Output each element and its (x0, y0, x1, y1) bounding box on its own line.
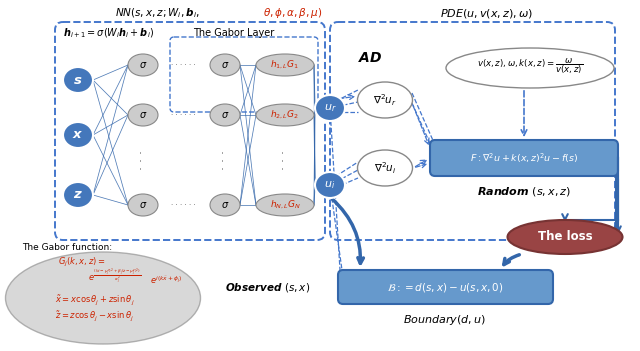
Text: $e^{\frac{((\tilde{x}-\mu_j^x)^2+\beta_j(\tilde{z}-\mu_j^z)^2)}{\alpha_j^2}}$: $e^{\frac{((\tilde{x}-\mu_j^x)^2+\beta_j… (88, 266, 141, 286)
Text: $\boldsymbol{AD}$: $\boldsymbol{AD}$ (358, 51, 382, 65)
Text: $\sigma$: $\sigma$ (139, 200, 147, 210)
Text: $\boldsymbol{Random}\ (s, x, z)$: $\boldsymbol{Random}\ (s, x, z)$ (477, 185, 571, 199)
Text: $F{:}\nabla^2 u + k(x,z)^2 u - f(s)$: $F{:}\nabla^2 u + k(x,z)^2 u - f(s)$ (470, 151, 579, 165)
Text: $u_i$: $u_i$ (324, 179, 335, 191)
Text: $e^{i(k\tilde{x}+\phi_j)}$: $e^{i(k\tilde{x}+\phi_j)}$ (150, 273, 182, 286)
Ellipse shape (63, 182, 93, 208)
Text: The Gabor Layer: The Gabor Layer (193, 28, 275, 38)
Text: $NN(s, x, z; W_i, \boldsymbol{b}_i,$: $NN(s, x, z; W_i, \boldsymbol{b}_i,$ (115, 6, 200, 20)
Ellipse shape (128, 104, 158, 126)
Text: $\boldsymbol{s}$: $\boldsymbol{s}$ (74, 73, 83, 86)
Text: · · · · · ·: · · · · · · (171, 62, 195, 68)
Ellipse shape (210, 194, 240, 216)
Text: $\theta, \phi, \alpha, \beta, \mu)$: $\theta, \phi, \alpha, \beta, \mu)$ (263, 6, 323, 20)
Text: $u_r$: $u_r$ (324, 102, 337, 114)
Text: $\sigma$: $\sigma$ (221, 60, 229, 70)
Ellipse shape (256, 104, 314, 126)
Text: · · · · · ·: · · · · · · (171, 202, 195, 208)
Text: $\boldsymbol{x}$: $\boldsymbol{x}$ (72, 128, 84, 141)
Text: $\boldsymbol{h}_{i+1} = \sigma(W_i\boldsymbol{h}_i + \boldsymbol{b}_i)$: $\boldsymbol{h}_{i+1} = \sigma(W_i\bolds… (63, 26, 154, 40)
Text: $\tilde{z} = z\cos\theta_j - x\sin\theta_j$: $\tilde{z} = z\cos\theta_j - x\sin\theta… (55, 309, 134, 323)
Ellipse shape (446, 48, 614, 88)
Ellipse shape (63, 122, 93, 148)
Ellipse shape (128, 54, 158, 76)
Text: $v(x,z), \omega, k(x,z) = \dfrac{\omega}{v(x,z)}$: $v(x,z), \omega, k(x,z) = \dfrac{\omega}… (477, 56, 583, 76)
Text: · · ·: · · · (278, 150, 291, 170)
Text: $\nabla^2 u_r$: $\nabla^2 u_r$ (373, 92, 397, 108)
Ellipse shape (6, 252, 200, 344)
Text: The loss: The loss (538, 231, 592, 244)
Text: $h_{1,L}G_1$: $h_{1,L}G_1$ (271, 59, 300, 71)
Ellipse shape (128, 194, 158, 216)
Text: $\sigma$: $\sigma$ (139, 60, 147, 70)
Ellipse shape (315, 172, 345, 198)
Text: $Boundary(d, u)$: $Boundary(d, u)$ (403, 313, 486, 327)
Ellipse shape (256, 194, 314, 216)
Ellipse shape (210, 54, 240, 76)
Ellipse shape (358, 82, 413, 118)
Ellipse shape (358, 150, 413, 186)
Text: $G_j(k, x, z) =$: $G_j(k, x, z) =$ (58, 256, 106, 269)
Ellipse shape (210, 104, 240, 126)
FancyBboxPatch shape (430, 140, 618, 176)
Ellipse shape (256, 54, 314, 76)
Text: $h_{N,L}G_N$: $h_{N,L}G_N$ (269, 199, 301, 211)
Text: $\sigma$: $\sigma$ (221, 200, 229, 210)
Text: · · · · · ·: · · · · · · (171, 112, 195, 118)
Text: $\tilde{x} = x\cos\theta_j + z\sin\theta_j$: $\tilde{x} = x\cos\theta_j + z\sin\theta… (55, 293, 134, 307)
Text: $\boldsymbol{z}$: $\boldsymbol{z}$ (73, 188, 83, 201)
Text: The Gabor function:: The Gabor function: (22, 244, 112, 252)
FancyBboxPatch shape (338, 270, 553, 304)
Text: $h_{2,L}G_2$: $h_{2,L}G_2$ (271, 109, 300, 121)
Text: · · ·: · · · (136, 150, 150, 170)
Text: $\mathcal{B}{:=}d(s, x) - u(s, x, 0)$: $\mathcal{B}{:=}d(s, x) - u(s, x, 0)$ (387, 280, 503, 293)
Text: $\sigma$: $\sigma$ (139, 110, 147, 120)
Ellipse shape (508, 220, 623, 254)
Text: $\sigma$: $\sigma$ (221, 110, 229, 120)
Text: · · ·: · · · (218, 150, 232, 170)
Text: $PDE(u, v(x,z), \omega)$: $PDE(u, v(x,z), \omega)$ (440, 7, 533, 20)
Text: $\nabla^2 u_i$: $\nabla^2 u_i$ (374, 160, 396, 176)
Ellipse shape (63, 67, 93, 93)
Ellipse shape (315, 95, 345, 121)
Text: $\boldsymbol{Observed}\ (s, x)$: $\boldsymbol{Observed}\ (s, x)$ (225, 280, 310, 293)
